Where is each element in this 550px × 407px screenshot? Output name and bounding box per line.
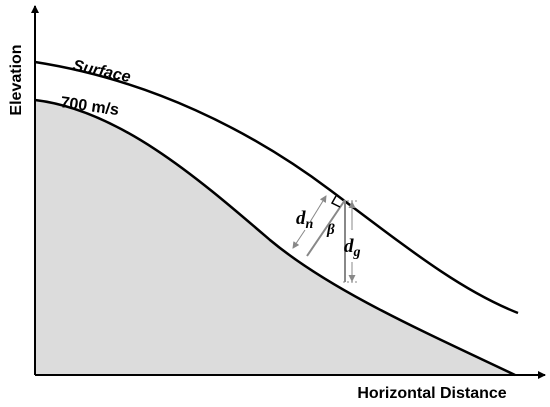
velocity-curve: [34, 98, 516, 377]
dn-arrow: [309, 195, 327, 223]
dn-main: d: [296, 208, 306, 229]
layer-fill: [35, 100, 515, 375]
surface-curve: [34, 60, 519, 315]
dn-label: dn: [296, 208, 314, 232]
surface-label: Surface: [71, 57, 132, 86]
y-axis-label: Elevation: [8, 44, 25, 115]
dn-arrow: [292, 229, 306, 249]
dg-main: d: [344, 236, 354, 257]
right-angle: [330, 195, 341, 208]
beta-label: β: [326, 222, 335, 238]
normal-line: [306, 199, 346, 257]
dg-label: dg: [344, 236, 361, 260]
x-axis-label: Horizontal Distance: [357, 385, 506, 402]
dg-sub: g: [353, 245, 361, 260]
dn-sub: n: [306, 217, 314, 232]
